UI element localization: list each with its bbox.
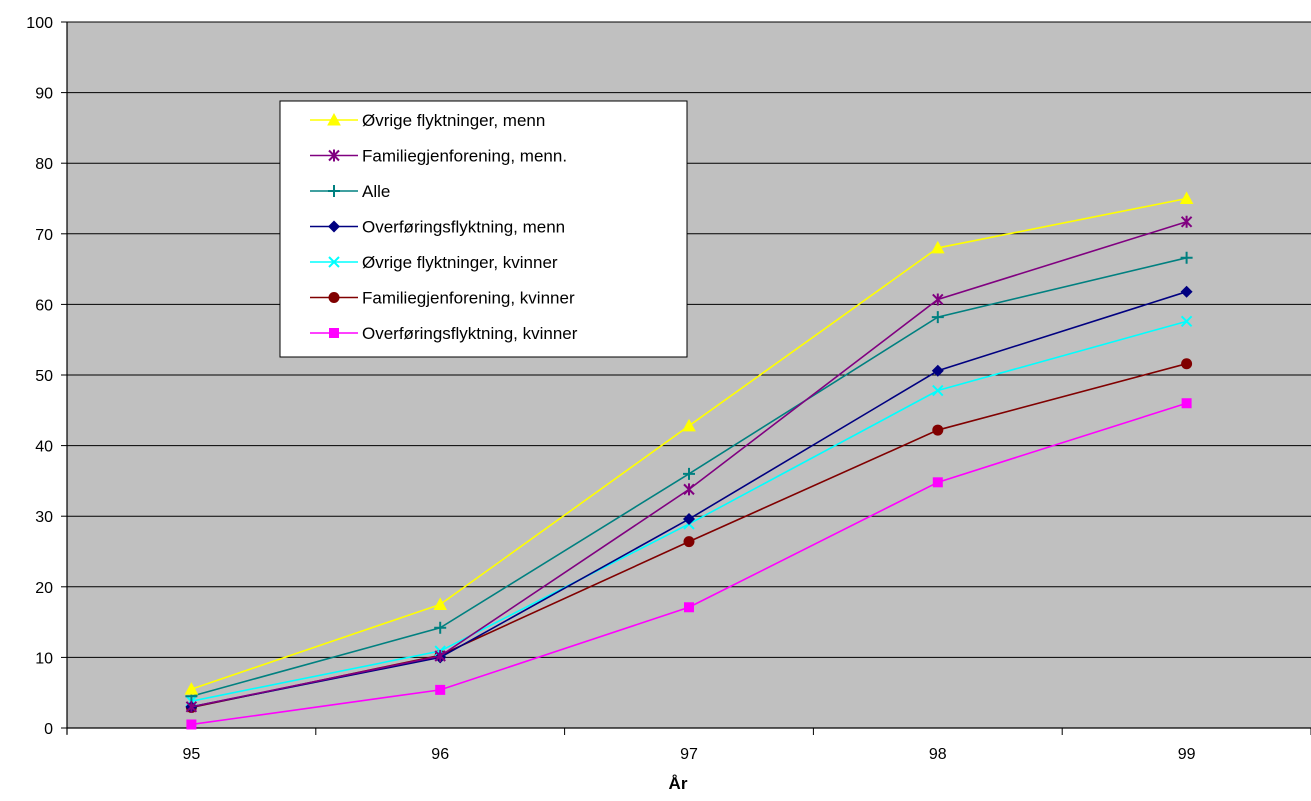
series-7 (186, 398, 1192, 730)
series-1 (184, 191, 1194, 695)
legend-label: Øvrige flyktninger, kvinner (362, 253, 558, 272)
data-point (932, 424, 944, 436)
legend-item: Overføringsflyktning, kvinner (310, 324, 578, 343)
x-tick-label: 97 (680, 746, 698, 763)
legend-item: Overføringsflyktning, menn (310, 218, 565, 237)
legend-label: Familiegjenforening, menn. (362, 147, 567, 166)
legend-box (279, 100, 688, 358)
data-point (684, 602, 694, 613)
x-tick-label: 99 (1178, 746, 1196, 763)
legend-marker (328, 185, 340, 197)
legend-marker (328, 149, 340, 162)
series-3 (185, 251, 1193, 703)
legend-item: Øvrige flyktninger, menn (310, 111, 545, 130)
data-point (1181, 358, 1193, 370)
legend-marker (329, 328, 339, 338)
y-tick-label: 80 (35, 156, 53, 173)
y-tick-label: 30 (35, 509, 53, 526)
data-point (683, 536, 695, 548)
legend-item: Øvrige flyktninger, kvinner (310, 253, 558, 272)
data-point (434, 621, 447, 634)
legend-label: Familiegjenforening, kvinner (362, 289, 575, 308)
data-point (683, 467, 695, 480)
y-tick-label: 90 (35, 86, 53, 103)
legend-label: Overføringsflyktning, kvinner (362, 324, 578, 343)
data-point (1180, 251, 1193, 264)
legend-label: Alle (362, 182, 390, 201)
legend-label: Øvrige flyktninger, menn (362, 111, 545, 130)
data-point (683, 483, 695, 496)
data-point (932, 293, 944, 306)
x-tick-label: 95 (183, 746, 201, 763)
axes: 0 10 20 30 40 50 60 70 80 90 100 95 96 97 98 99 (26, 15, 1311, 763)
legend: Øvrige flyktninger, menn Familiegjenforen… (279, 100, 688, 358)
data-point (930, 240, 945, 254)
data-point (1179, 191, 1194, 204)
legend-marker (328, 292, 340, 303)
y-tick-label: 40 (35, 439, 53, 456)
y-tick-label: 50 (35, 368, 53, 385)
data-point (931, 364, 944, 377)
data-point (184, 682, 199, 695)
data-point (186, 719, 197, 730)
data-point (1180, 285, 1193, 298)
legend-item: Alle (310, 182, 390, 201)
x-axis-title: År (669, 774, 688, 793)
y-tick-label: 60 (35, 297, 53, 314)
x-tick-label: 98 (929, 746, 947, 763)
y-tick-label: 10 (35, 650, 53, 667)
data-point (185, 700, 198, 713)
legend-label: Overføringsflyktning, menn (362, 218, 565, 237)
data-point (683, 513, 695, 526)
data-point (682, 418, 696, 432)
data-point (1181, 398, 1192, 409)
y-tick-label: 0 (44, 721, 53, 738)
series-layer (184, 191, 1194, 730)
x-tick-label: 96 (431, 746, 449, 763)
series-2 (185, 215, 1193, 713)
legend-marker (328, 256, 340, 268)
data-point (931, 311, 944, 324)
data-point (435, 684, 446, 695)
y-tick-label: 100 (26, 15, 53, 32)
data-point (1180, 215, 1193, 228)
data-point (932, 384, 944, 397)
legend-item: Familiegjenforening, kvinner (310, 289, 575, 308)
data-point (434, 649, 446, 662)
legend-marker (327, 112, 341, 126)
legend-item: Familiegjenforening, menn. (310, 147, 567, 166)
y-tick-label: 70 (35, 227, 53, 244)
data-point (932, 477, 943, 488)
y-tick-label: 20 (35, 580, 53, 597)
data-point (1180, 315, 1193, 328)
data-point (433, 597, 448, 610)
legend-marker (328, 220, 340, 233)
